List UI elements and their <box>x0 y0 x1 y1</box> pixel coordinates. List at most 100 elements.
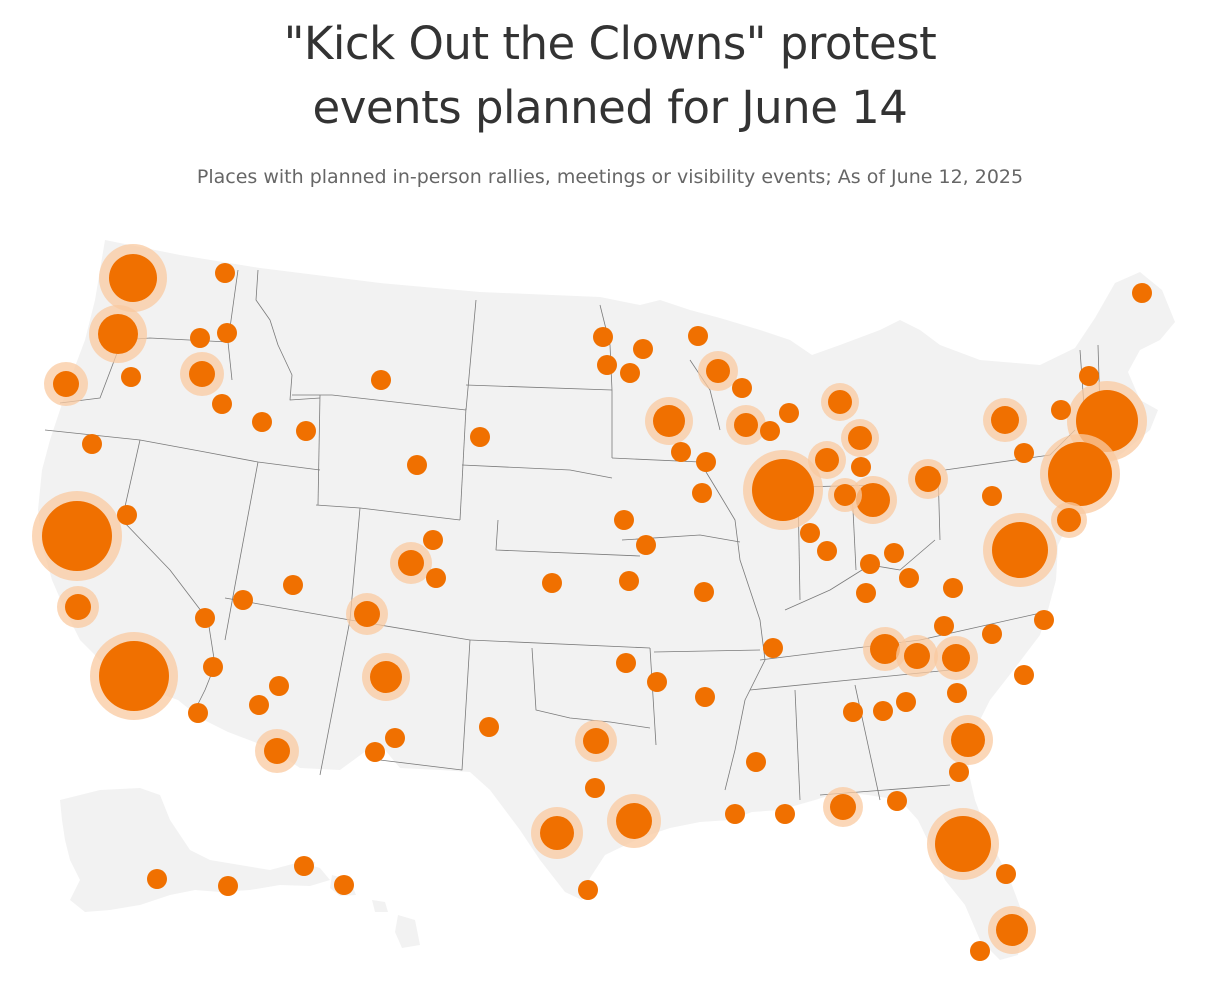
marker-grand-rapids[interactable] <box>808 441 846 479</box>
marker-austin[interactable] <box>531 807 583 859</box>
marker-tallahassee[interactable] <box>887 791 907 811</box>
marker-bozeman[interactable] <box>371 370 391 390</box>
marker-twin-falls[interactable] <box>212 394 232 414</box>
marker-nashville[interactable] <box>863 627 907 671</box>
marker-tucson[interactable] <box>255 729 299 773</box>
marker-san-francisco[interactable] <box>32 491 122 581</box>
marker-new-york[interactable] <box>1040 434 1120 514</box>
marker-lake-havasu[interactable] <box>249 695 269 715</box>
marker-chicago[interactable] <box>743 450 823 530</box>
marker-waco[interactable] <box>585 778 605 798</box>
marker-rapid-city[interactable] <box>470 427 490 447</box>
marker-tulsa[interactable] <box>647 672 667 692</box>
marker-las-vegas[interactable] <box>203 657 223 677</box>
marker-pensacola[interactable] <box>823 787 863 827</box>
marker-orlando[interactable] <box>996 864 1016 884</box>
marker-las-cruces[interactable] <box>385 728 405 748</box>
marker-jacksonville[interactable] <box>949 762 969 782</box>
marker-minneapolis[interactable] <box>645 397 693 445</box>
marker-moab[interactable] <box>233 590 253 610</box>
marker-denver[interactable] <box>390 542 432 584</box>
marker-duluth[interactable] <box>633 339 653 359</box>
marker-los-angeles[interactable] <box>90 632 178 720</box>
marker-phoenix[interactable] <box>269 676 289 696</box>
marker-columbia[interactable] <box>947 683 967 703</box>
marker-harrisonburg[interactable] <box>943 578 963 598</box>
marker-madison[interactable] <box>692 483 712 503</box>
marker-tampa[interactable] <box>927 808 999 880</box>
marker-syracuse[interactable] <box>1051 400 1071 420</box>
marker-la-crosse[interactable] <box>696 452 716 472</box>
marker-grand-forks[interactable] <box>597 355 617 375</box>
marker-appleton[interactable] <box>732 378 752 398</box>
marker-cleveland[interactable] <box>908 459 948 499</box>
marker-birmingham[interactable] <box>843 702 863 722</box>
marker-key-west[interactable] <box>970 941 990 961</box>
marker-st-cloud[interactable] <box>620 363 640 383</box>
marker-bend[interactable] <box>121 367 141 387</box>
marker-dayton[interactable] <box>860 554 880 574</box>
marker-athens[interactable] <box>896 692 916 712</box>
marker-knoxville[interactable] <box>896 635 938 677</box>
marker-durango[interactable] <box>346 593 388 635</box>
marker-oklahoma-city[interactable] <box>616 653 636 673</box>
marker-jackson[interactable] <box>746 752 766 772</box>
marker-fayetteville[interactable] <box>695 687 715 707</box>
marker-albany[interactable] <box>1014 443 1034 463</box>
marker-atlanta[interactable] <box>873 701 893 721</box>
marker-burlington[interactable] <box>1079 366 1099 386</box>
marker-norfolk[interactable] <box>1034 610 1054 630</box>
marker-portland-or[interactable] <box>89 305 147 363</box>
marker-midland[interactable] <box>479 717 499 737</box>
marker-salt-lake-city[interactable] <box>283 575 303 595</box>
marker-topeka[interactable] <box>619 571 639 591</box>
marker-eureka[interactable] <box>82 434 102 454</box>
marker-asheville[interactable] <box>934 636 978 680</box>
marker-idaho-falls[interactable] <box>252 412 272 432</box>
marker-sheboygan[interactable] <box>779 403 799 423</box>
marker-houston[interactable] <box>607 794 661 848</box>
marker-rochester[interactable] <box>671 442 691 462</box>
marker-flint[interactable] <box>841 419 879 457</box>
marker-racine[interactable] <box>760 421 780 441</box>
marker-portland-me[interactable] <box>1132 283 1152 303</box>
marker-milwaukee[interactable] <box>698 351 738 391</box>
marker-casper[interactable] <box>407 455 427 475</box>
marker-raleigh[interactable] <box>982 624 1002 644</box>
marker-roanoke[interactable] <box>934 616 954 636</box>
marker-seattle[interactable] <box>99 244 167 312</box>
marker-newport-or[interactable] <box>44 362 88 406</box>
marker-boise[interactable] <box>180 352 224 396</box>
marker-springfield-il[interactable] <box>800 523 820 543</box>
marker-miami[interactable] <box>988 906 1036 954</box>
marker-lansing[interactable] <box>851 457 871 477</box>
marker-moscow[interactable] <box>217 323 237 343</box>
marker-spokane[interactable] <box>215 263 235 283</box>
marker-dallas[interactable] <box>575 720 617 762</box>
marker-honolulu[interactable] <box>294 856 314 876</box>
marker-philadelphia[interactable] <box>1051 502 1087 538</box>
marker-traverse-city[interactable] <box>821 383 859 421</box>
marker-fresno[interactable] <box>57 586 99 628</box>
marker-new-orleans[interactable] <box>725 804 745 824</box>
marker-detroit[interactable] <box>849 476 897 524</box>
marker-fargo[interactable] <box>593 327 613 347</box>
marker-charleston-wv[interactable] <box>899 568 919 588</box>
marker-memphis[interactable] <box>763 638 783 658</box>
marker-colorado-springs[interactable] <box>426 568 446 588</box>
marker-louisville[interactable] <box>856 583 876 603</box>
marker-st-george[interactable] <box>195 608 215 628</box>
marker-buffalo[interactable] <box>983 398 1027 442</box>
marker-pendleton[interactable] <box>190 328 210 348</box>
marker-reno[interactable] <box>117 505 137 525</box>
marker-corpus-christi[interactable] <box>578 880 598 900</box>
marker-sioux-falls[interactable] <box>614 510 634 530</box>
marker-wilmington[interactable] <box>1014 665 1034 685</box>
marker-washington-dc[interactable] <box>983 513 1057 587</box>
marker-columbus[interactable] <box>884 543 904 563</box>
marker-savannah[interactable] <box>943 715 993 765</box>
marker-ann-arbor[interactable] <box>828 478 862 512</box>
marker-kansas-city[interactable] <box>694 582 714 602</box>
marker-omaha[interactable] <box>636 535 656 555</box>
marker-state-college[interactable] <box>982 486 1002 506</box>
